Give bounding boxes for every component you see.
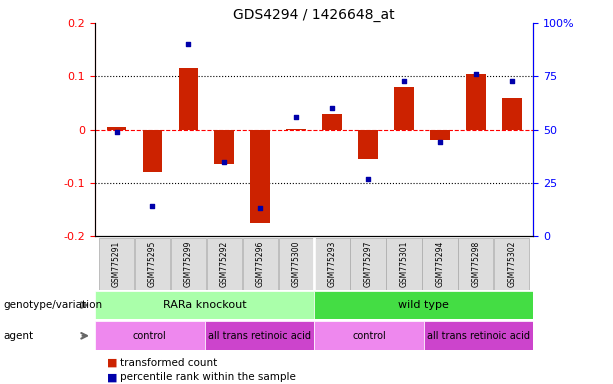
Bar <box>207 238 242 290</box>
Bar <box>205 321 314 350</box>
Bar <box>459 238 493 290</box>
Text: GSM775299: GSM775299 <box>184 241 193 287</box>
Bar <box>494 238 530 290</box>
Bar <box>386 238 422 290</box>
Bar <box>424 321 533 350</box>
Text: GSM775292: GSM775292 <box>220 241 229 287</box>
Point <box>291 114 301 120</box>
Bar <box>278 238 314 290</box>
Bar <box>358 129 378 159</box>
Text: percentile rank within the sample: percentile rank within the sample <box>120 372 295 382</box>
Point <box>148 203 158 209</box>
Bar <box>95 321 205 350</box>
Bar <box>351 238 386 290</box>
Point <box>471 71 481 77</box>
Text: wild type: wild type <box>398 300 449 310</box>
Bar <box>107 127 126 129</box>
Text: agent: agent <box>3 331 33 341</box>
Bar <box>215 129 234 164</box>
Text: all trans retinoic acid: all trans retinoic acid <box>427 331 530 341</box>
Bar <box>243 238 278 290</box>
Text: ■: ■ <box>107 358 118 368</box>
Point <box>256 205 265 212</box>
Bar <box>135 238 170 290</box>
Text: GSM775297: GSM775297 <box>364 241 373 287</box>
Point <box>219 159 229 165</box>
Text: GSM775296: GSM775296 <box>256 241 265 287</box>
Bar <box>250 129 270 223</box>
Bar <box>314 238 350 290</box>
Point <box>507 78 517 84</box>
Text: transformed count: transformed count <box>120 358 217 368</box>
Text: RARa knockout: RARa knockout <box>163 300 246 310</box>
Text: GSM775293: GSM775293 <box>327 241 337 287</box>
Bar <box>314 321 424 350</box>
Bar <box>178 68 198 129</box>
Text: GSM775291: GSM775291 <box>112 241 121 287</box>
Point <box>327 105 337 111</box>
Point <box>183 41 193 47</box>
Text: all trans retinoic acid: all trans retinoic acid <box>208 331 311 341</box>
Point <box>363 175 373 182</box>
Text: GSM775294: GSM775294 <box>435 241 444 287</box>
Text: GSM775300: GSM775300 <box>292 241 301 287</box>
Text: GSM775295: GSM775295 <box>148 241 157 287</box>
Bar <box>322 114 342 129</box>
Bar <box>394 87 414 129</box>
Bar <box>99 238 134 290</box>
Text: genotype/variation: genotype/variation <box>3 300 102 310</box>
Title: GDS4294 / 1426648_at: GDS4294 / 1426648_at <box>234 8 395 22</box>
Text: control: control <box>133 331 167 341</box>
Bar <box>314 291 533 319</box>
Bar <box>171 238 206 290</box>
Text: ■: ■ <box>107 372 118 382</box>
Bar <box>466 74 485 129</box>
Bar <box>95 291 314 319</box>
Text: GSM775301: GSM775301 <box>400 241 408 287</box>
Text: GSM775298: GSM775298 <box>471 241 481 287</box>
Bar <box>502 98 522 129</box>
Point <box>112 129 121 135</box>
Point <box>399 78 409 84</box>
Bar <box>422 238 457 290</box>
Bar <box>143 129 162 172</box>
Bar <box>430 129 450 140</box>
Point <box>435 139 445 146</box>
Text: control: control <box>352 331 386 341</box>
Text: GSM775302: GSM775302 <box>507 241 516 287</box>
